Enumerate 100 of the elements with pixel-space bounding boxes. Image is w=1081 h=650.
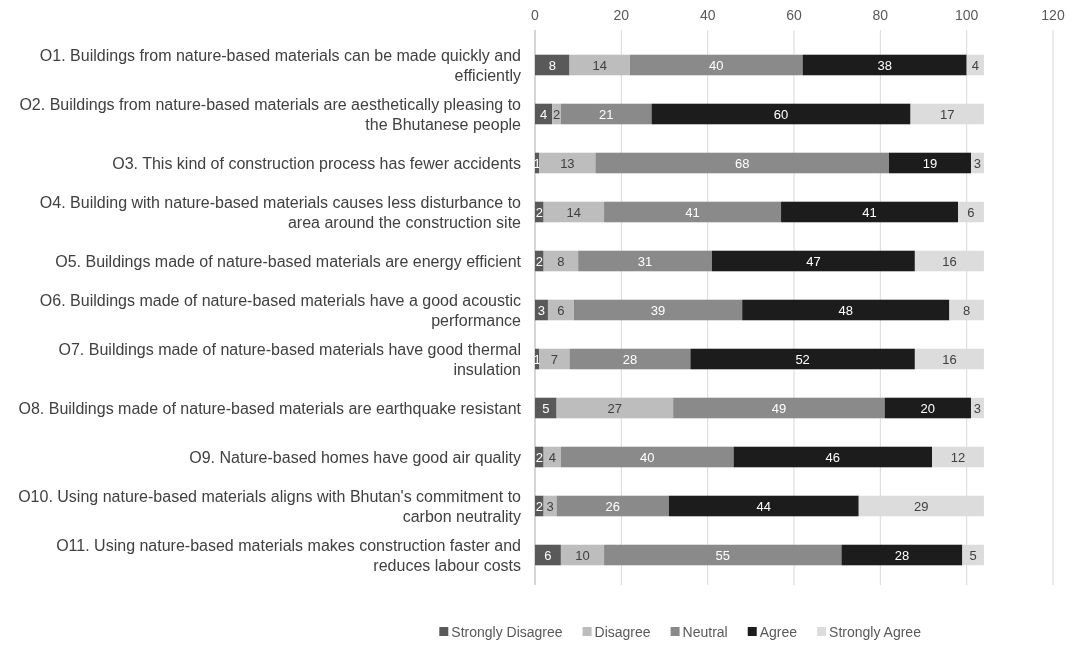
data-label: 28 [622,351,638,367]
x-tick-label: 120 [1041,7,1065,23]
data-label: 28 [894,547,910,563]
data-label: 47 [806,253,821,269]
data-label: 2 [552,106,561,122]
bar [535,397,557,419]
bar [573,299,743,321]
data-label: 41 [862,204,877,220]
data-label: 12 [950,449,966,465]
data-label: 52 [795,351,810,367]
x-tick-label: 0 [531,7,540,23]
x-tick-label: 20 [613,7,630,23]
data-label: 4 [548,449,556,465]
bar [841,544,963,566]
bar [539,152,596,174]
data-label: 8 [548,57,556,73]
data-label: 6 [967,204,975,220]
y-tick-label: O3. This kind of construction process has fewer accidents [112,154,521,172]
data-label: 5 [969,547,977,563]
data-label: 4 [971,57,979,73]
data-label: 26 [605,498,620,514]
data-label: 13 [560,155,575,171]
data-label: 46 [825,449,841,465]
data-label: 2 [535,449,543,465]
x-tick-label: 80 [872,7,889,23]
bar [888,152,971,174]
bar [535,54,570,76]
y-tick-label: O6. Buildings made of nature-based materials have a good acoustic performance [39,291,522,329]
bar [629,54,803,76]
data-label: 5 [542,400,550,416]
data-label: 41 [685,204,700,220]
data-label: 16 [942,351,957,367]
bar [543,201,605,223]
data-label: 48 [838,302,854,318]
data-label: 16 [942,253,957,269]
legend-label: Disagree [594,623,651,640]
bar [802,54,967,76]
bar [556,495,669,517]
data-label: 8 [557,253,565,269]
x-tick-label: 60 [786,7,802,23]
bar [733,446,933,468]
data-label: 3 [537,302,546,318]
data-label: 29 [914,498,929,514]
data-label: 21 [598,106,614,122]
data-label: 20 [920,400,936,416]
data-label: 55 [715,547,731,563]
data-label: 2 [535,204,543,220]
x-tick-label: 40 [699,7,716,23]
data-label: 2 [535,498,543,514]
bar [742,299,950,321]
bar [711,250,915,272]
data-label: 68 [734,155,750,171]
bar [595,152,889,174]
legend-label: Strongly Agree [829,623,922,640]
data-label: 3 [973,400,982,416]
data-label: 10 [575,547,590,563]
data-label: 31 [637,253,653,269]
data-label: 49 [771,400,787,416]
data-label: 17 [940,106,955,122]
data-label: 19 [922,155,938,171]
bar [569,54,630,76]
data-label: 3 [546,498,554,514]
bar [690,348,915,370]
bar [578,250,712,272]
bar [604,544,842,566]
data-label: 39 [650,302,666,318]
data-label: 8 [963,302,971,318]
data-label: 4 [540,106,548,122]
y-tick-label: O11. Using nature-based materials makes construction faster and reduces labour costs [56,536,521,574]
y-tick-label: O1. Buildings from nature-based materials can be made quickly and efficiently [39,46,521,84]
y-tick-label: O2. Buildings from nature-based materials are aesthetically pleasing to the Bhutanese people [19,95,522,133]
bar [884,397,971,419]
y-tick-label: O7. Buildings made of nature-based materials have good thermal insulation [58,340,521,378]
data-label: 60 [773,106,789,122]
x-tick-label: 100 [954,7,979,23]
data-label: 44 [756,498,772,514]
data-label: 14 [566,204,582,220]
data-label: 38 [877,57,892,73]
bar [668,495,859,517]
bar [604,201,782,223]
legend-label: Strongly Disagree [451,623,563,640]
y-tick-label: O10. Using nature-based materials aligns with Bhutan's commitment to carbon neutrality [18,487,522,525]
y-tick-label: O9. Nature-based homes have good air quality [189,448,521,466]
data-label: 27 [607,400,623,416]
legend-label: Neutral [682,623,728,640]
data-label: 3 [973,155,982,171]
bar [560,103,652,125]
bar [781,201,959,223]
bar [560,446,734,468]
data-label: 6 [557,302,565,318]
data-label: 14 [592,57,607,73]
y-tick-label: O5. Buildings made of nature-based materials are energy efficient [55,252,522,270]
y-tick-label: O4. Building with nature-based materials causes less disturbance to area around the construction site [39,193,522,231]
bar [569,348,691,370]
data-label: 40 [640,449,655,465]
y-tick-label: O8. Buildings made of nature-based materials are earthquake resistant [18,399,522,417]
bar [556,397,674,419]
bar [651,103,911,125]
data-label: 7 [550,351,559,367]
bar [539,348,570,370]
